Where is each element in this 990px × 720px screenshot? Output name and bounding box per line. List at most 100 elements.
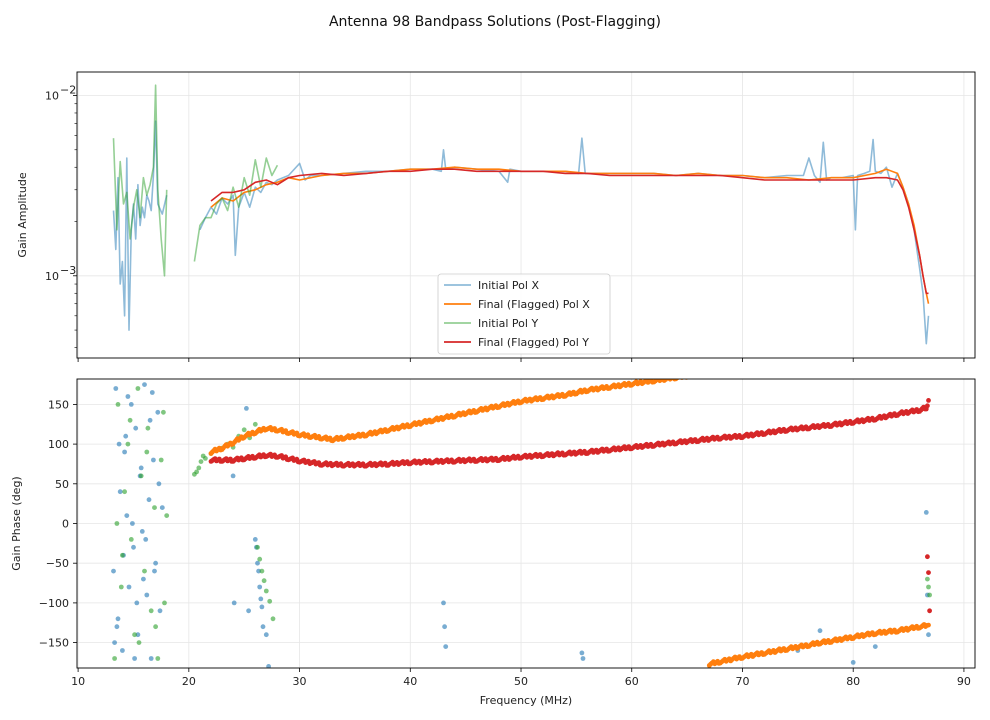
phase-point	[162, 600, 167, 606]
phase-point	[926, 398, 931, 403]
phase-point	[230, 473, 236, 479]
phase-point	[697, 372, 702, 377]
phase-point	[122, 489, 127, 495]
phase-point	[926, 570, 931, 575]
phase-point	[681, 374, 686, 379]
phase-point	[712, 370, 717, 375]
phase-point	[704, 370, 709, 375]
legend-label-final-flagged-pol-x: Final (Flagged) Pol X	[478, 298, 590, 311]
phase-point	[580, 656, 586, 661]
phase-y-tick-label: −150	[39, 637, 69, 650]
phase-point	[259, 568, 265, 574]
phase-point	[579, 650, 585, 656]
phase-point	[688, 372, 693, 377]
phase-x-tick-label: 40	[403, 675, 417, 688]
legend-label-initial-pol-x: Initial Pol X	[478, 279, 539, 292]
phase-y-axis-label: Gain Phase (deg)	[10, 476, 23, 570]
phase-point	[111, 568, 116, 574]
phase-point	[196, 465, 202, 471]
phase-point	[122, 449, 127, 455]
phase-point	[135, 632, 141, 638]
phase-point	[699, 371, 704, 376]
phase-point	[135, 386, 141, 391]
phase-y-tick-label: 100	[48, 438, 69, 451]
phase-point	[138, 465, 144, 471]
phase-point	[198, 459, 204, 464]
phase-point	[127, 417, 133, 423]
phase-point	[114, 521, 120, 526]
legend-label-final-flagged-pol-y: Final (Flagged) Pol Y	[478, 336, 589, 349]
phase-point	[153, 560, 159, 566]
phase-point	[707, 371, 712, 376]
phase-point	[144, 449, 150, 455]
amp-y-tick-label: 10	[45, 89, 59, 102]
amp-y-tick-exponent: −3	[60, 264, 76, 277]
phase-point	[155, 409, 161, 415]
phase-point	[693, 371, 698, 376]
phase-point	[156, 481, 162, 487]
phase-point	[926, 632, 931, 638]
phase-y-tick-label: 50	[55, 478, 69, 491]
phase-point	[118, 584, 124, 590]
phase-point	[925, 554, 930, 560]
phase-point	[117, 489, 123, 495]
phase-point	[152, 568, 157, 574]
amp-y-tick-exponent: −2	[60, 83, 76, 96]
phase-x-tick-label: 60	[625, 675, 639, 688]
phase-point	[125, 394, 131, 399]
phase-point	[161, 409, 166, 415]
phase-point	[148, 656, 154, 661]
amp-series-group	[112, 84, 930, 345]
phase-point	[231, 600, 237, 606]
phase-point	[151, 457, 156, 463]
phase-point	[126, 584, 132, 590]
phase-point	[256, 568, 261, 574]
phase-point	[203, 456, 208, 461]
amp-plot-frame	[76, 71, 976, 359]
phase-series-final-flagged-pol-x	[208, 370, 931, 668]
phase-point	[267, 598, 273, 604]
phase-point	[142, 568, 147, 574]
phase-x-tick-label: 30	[293, 675, 307, 688]
phase-point	[133, 425, 139, 431]
phase-point	[261, 578, 267, 584]
phase-point	[678, 373, 683, 378]
phase-point	[120, 552, 125, 558]
phase-point	[194, 469, 200, 475]
phase-point	[148, 608, 154, 614]
phase-series-final-flagged-pol-y	[208, 398, 932, 614]
phase-point	[125, 441, 131, 447]
phase-point	[925, 576, 930, 582]
phase-point	[131, 544, 136, 550]
phase-y-tick-label: −50	[46, 557, 69, 570]
phase-point	[152, 505, 157, 510]
legend-box	[437, 273, 611, 355]
figure-title: Antenna 98 Bandpass Solutions (Post-Flag…	[329, 14, 661, 30]
amp-y-tick-base: 10	[45, 89, 59, 102]
amp-line-initial-pol-y	[112, 84, 279, 277]
phase-point	[257, 584, 263, 590]
phase-point	[128, 402, 134, 407]
phase-point	[683, 373, 688, 378]
phase-point	[139, 529, 145, 534]
phase-point	[244, 406, 249, 411]
phase-point	[926, 584, 931, 590]
phase-point	[687, 373, 692, 378]
phase-y-tick-label: 0	[62, 518, 69, 531]
phase-x-tick-label: 80	[846, 675, 860, 688]
phase-point	[694, 374, 699, 379]
phase-point	[112, 640, 117, 645]
phase-point	[155, 656, 161, 661]
phase-point	[144, 592, 150, 598]
legend-label-initial-pol-y: Initial Pol Y	[478, 317, 538, 330]
phase-point	[112, 656, 117, 661]
amp-line-final-flagged-pol-y	[210, 168, 929, 295]
phase-point	[850, 660, 856, 665]
phase-point	[706, 372, 711, 377]
phase-point	[241, 427, 247, 433]
phase-y-tick-label: 150	[48, 398, 69, 411]
phase-x-tick-label: 70	[735, 675, 749, 688]
phase-x-tick-label: 20	[182, 675, 196, 688]
phase-point	[696, 373, 701, 378]
